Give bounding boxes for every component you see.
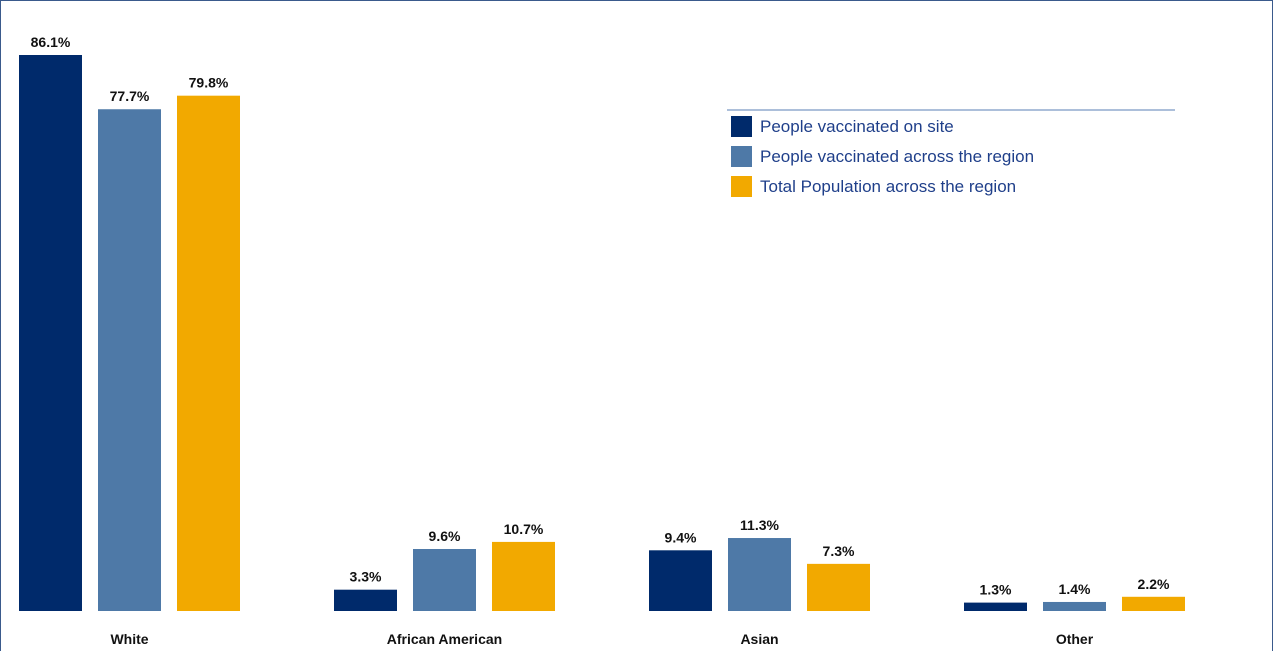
category-label: Asian	[740, 631, 778, 647]
bars-group	[19, 55, 1185, 612]
value-labels-group: 86.1% 77.7% 79.8% 3.3% 9.6% 10.7% 9.4% 11.3% 7.3…	[31, 34, 1170, 598]
bar-other-series-1	[964, 602, 1027, 611]
value-label: 3.3%	[350, 569, 382, 585]
bar-white-series-2	[98, 109, 161, 612]
value-label: 9.4%	[665, 529, 697, 545]
legend-swatch	[731, 116, 752, 137]
bar-african-american-series-3	[492, 541, 555, 611]
bar-other-series-3	[1122, 596, 1185, 611]
value-label: 9.6%	[429, 528, 461, 544]
value-label: 77.7%	[110, 88, 150, 104]
value-label: 10.7%	[504, 521, 544, 537]
value-label: 11.3%	[740, 517, 779, 533]
value-label: 2.2%	[1138, 576, 1170, 592]
bar-african-american-series-1	[334, 589, 397, 611]
category-label: White	[110, 631, 148, 647]
bar-asian-series-1	[649, 550, 712, 611]
legend-label: People vaccinated across the region	[760, 147, 1034, 166]
value-label: 7.3%	[823, 543, 855, 559]
legend-label: People vaccinated on site	[760, 117, 954, 136]
bar-asian-series-3	[807, 563, 870, 611]
category-label: African American	[387, 631, 502, 647]
bar-other-series-2	[1043, 601, 1106, 611]
legend-swatch	[731, 146, 752, 167]
bar-white-series-1	[19, 55, 82, 611]
value-label: 86.1%	[31, 34, 71, 50]
bar-asian-series-2	[728, 538, 791, 611]
legend-swatch	[731, 176, 752, 197]
value-label: 79.8%	[189, 75, 229, 91]
category-labels-group: White African American Asian Other	[110, 631, 1093, 647]
legend-label: Total Population across the region	[760, 177, 1016, 196]
value-label: 1.3%	[980, 582, 1012, 598]
legend: People vaccinated on site People vaccinat…	[727, 109, 1175, 197]
value-label: 1.4%	[1059, 581, 1091, 597]
category-label: Other	[1056, 631, 1094, 647]
bar-white-series-3	[177, 95, 240, 612]
bar-african-american-series-2	[413, 549, 476, 611]
